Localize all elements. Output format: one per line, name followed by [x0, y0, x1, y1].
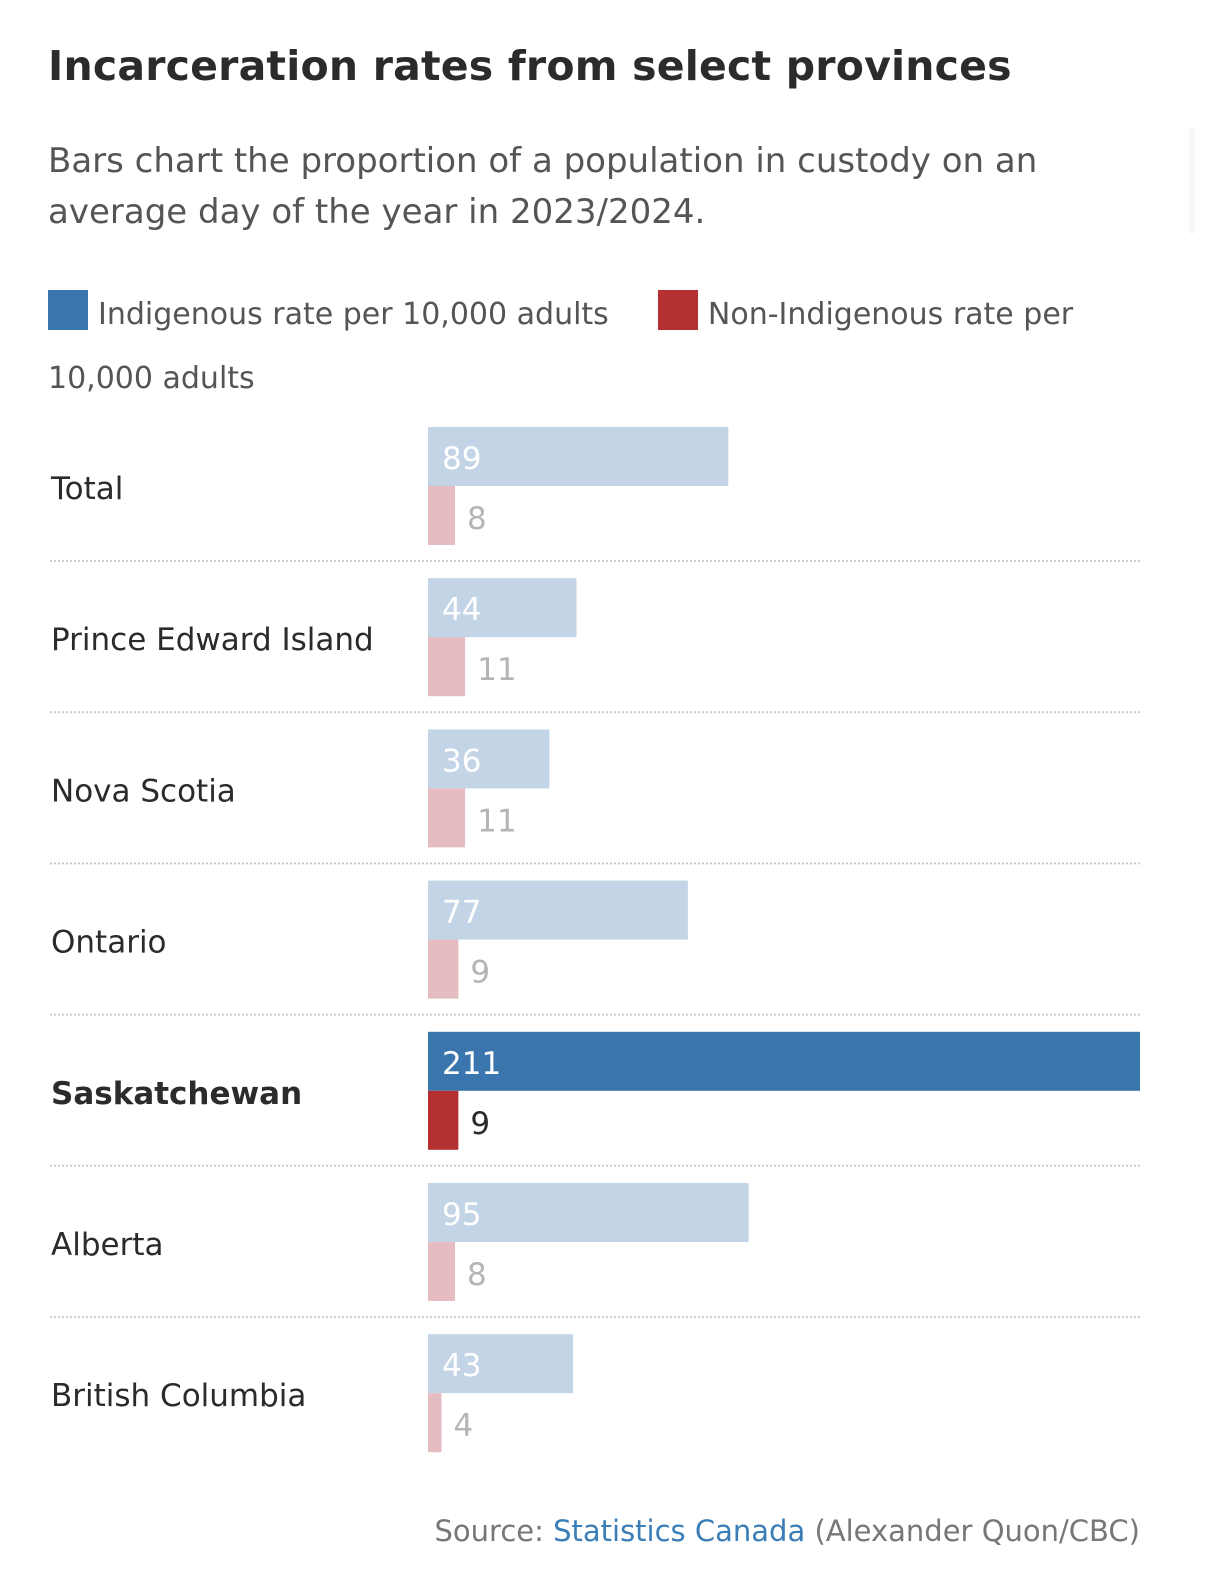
bar-non-indigenous-total: [428, 486, 455, 545]
category-label-nova-scotia: Nova Scotia: [51, 773, 236, 809]
bar-non-indigenous-british-columbia: [428, 1393, 442, 1453]
value-label-non-indigenous-alberta: 8: [467, 1257, 487, 1293]
legend-item-indigenous: Indigenous rate per 10,000 adults: [48, 290, 618, 332]
value-label-non-indigenous-nova-scotia: 11: [477, 803, 516, 839]
source-prefix: Source:: [434, 1514, 544, 1548]
legend: Indigenous rate per 10,000 adults Non-In…: [48, 283, 1148, 411]
category-label-saskatchewan: Saskatchewan: [51, 1076, 302, 1112]
value-label-non-indigenous-british-columbia: 4: [453, 1408, 473, 1444]
category-label-alberta: Alberta: [51, 1227, 163, 1263]
bar-indigenous-total: [428, 427, 729, 486]
value-label-indigenous-prince-edward-island: 44: [442, 592, 481, 628]
value-label-non-indigenous-prince-edward-island: 11: [477, 652, 516, 688]
category-label-total: Total: [50, 471, 123, 507]
source-credit-text: (Alexander Quon/CBC): [814, 1514, 1140, 1548]
bar-indigenous-saskatchewan: [428, 1031, 1140, 1091]
value-label-indigenous-total: 89: [442, 441, 481, 477]
category-label-british-columbia: British Columbia: [51, 1378, 306, 1414]
scrollbar[interactable]: [1189, 128, 1195, 234]
value-label-non-indigenous-total: 8: [467, 501, 487, 537]
legend-label-indigenous: Indigenous rate per 10,000 adults: [98, 297, 609, 332]
category-label-prince-edward-island: Prince Edward Island: [51, 622, 374, 658]
legend-swatch-non-indigenous: [657, 290, 698, 330]
bar-indigenous-alberta: [428, 1183, 749, 1242]
value-label-indigenous-ontario: 77: [442, 895, 481, 931]
bar-non-indigenous-nova-scotia: [428, 788, 466, 848]
bar-indigenous-nova-scotia: [428, 729, 550, 789]
value-label-indigenous-saskatchewan: 211: [442, 1046, 501, 1082]
category-label-ontario: Ontario: [51, 925, 167, 961]
bar-non-indigenous-saskatchewan: [428, 1090, 459, 1150]
value-label-indigenous-alberta: 95: [442, 1197, 481, 1233]
value-label-non-indigenous-ontario: 9: [470, 955, 490, 991]
bar-indigenous-ontario: [428, 880, 688, 940]
value-label-indigenous-british-columbia: 43: [442, 1348, 481, 1384]
bar-non-indigenous-alberta: [428, 1242, 455, 1301]
bar-indigenous-prince-edward-island: [428, 578, 577, 638]
legend-label-non-indigenous: Non-Indigenous rate per 10,000 adults: [48, 297, 1074, 396]
chart-subtitle: Bars chart the proportion of a populatio…: [48, 141, 1038, 232]
bar-non-indigenous-prince-edward-island: [428, 637, 466, 697]
source-credit: Source: Statistics Canada (Alexander Quo…: [435, 1514, 1141, 1548]
bar-non-indigenous-ontario: [428, 939, 459, 999]
value-label-non-indigenous-saskatchewan: 9: [470, 1106, 490, 1142]
value-label-indigenous-nova-scotia: 36: [442, 743, 481, 779]
source-link[interactable]: Statistics Canada: [553, 1514, 806, 1548]
legend-swatch-indigenous: [48, 290, 88, 330]
bar-indigenous-british-columbia: [428, 1334, 574, 1394]
chart-title: Incarceration rates from select province…: [48, 42, 1012, 90]
legend-item-non-indigenous: Non-Indigenous rate per 10,000 adults: [48, 290, 1074, 396]
